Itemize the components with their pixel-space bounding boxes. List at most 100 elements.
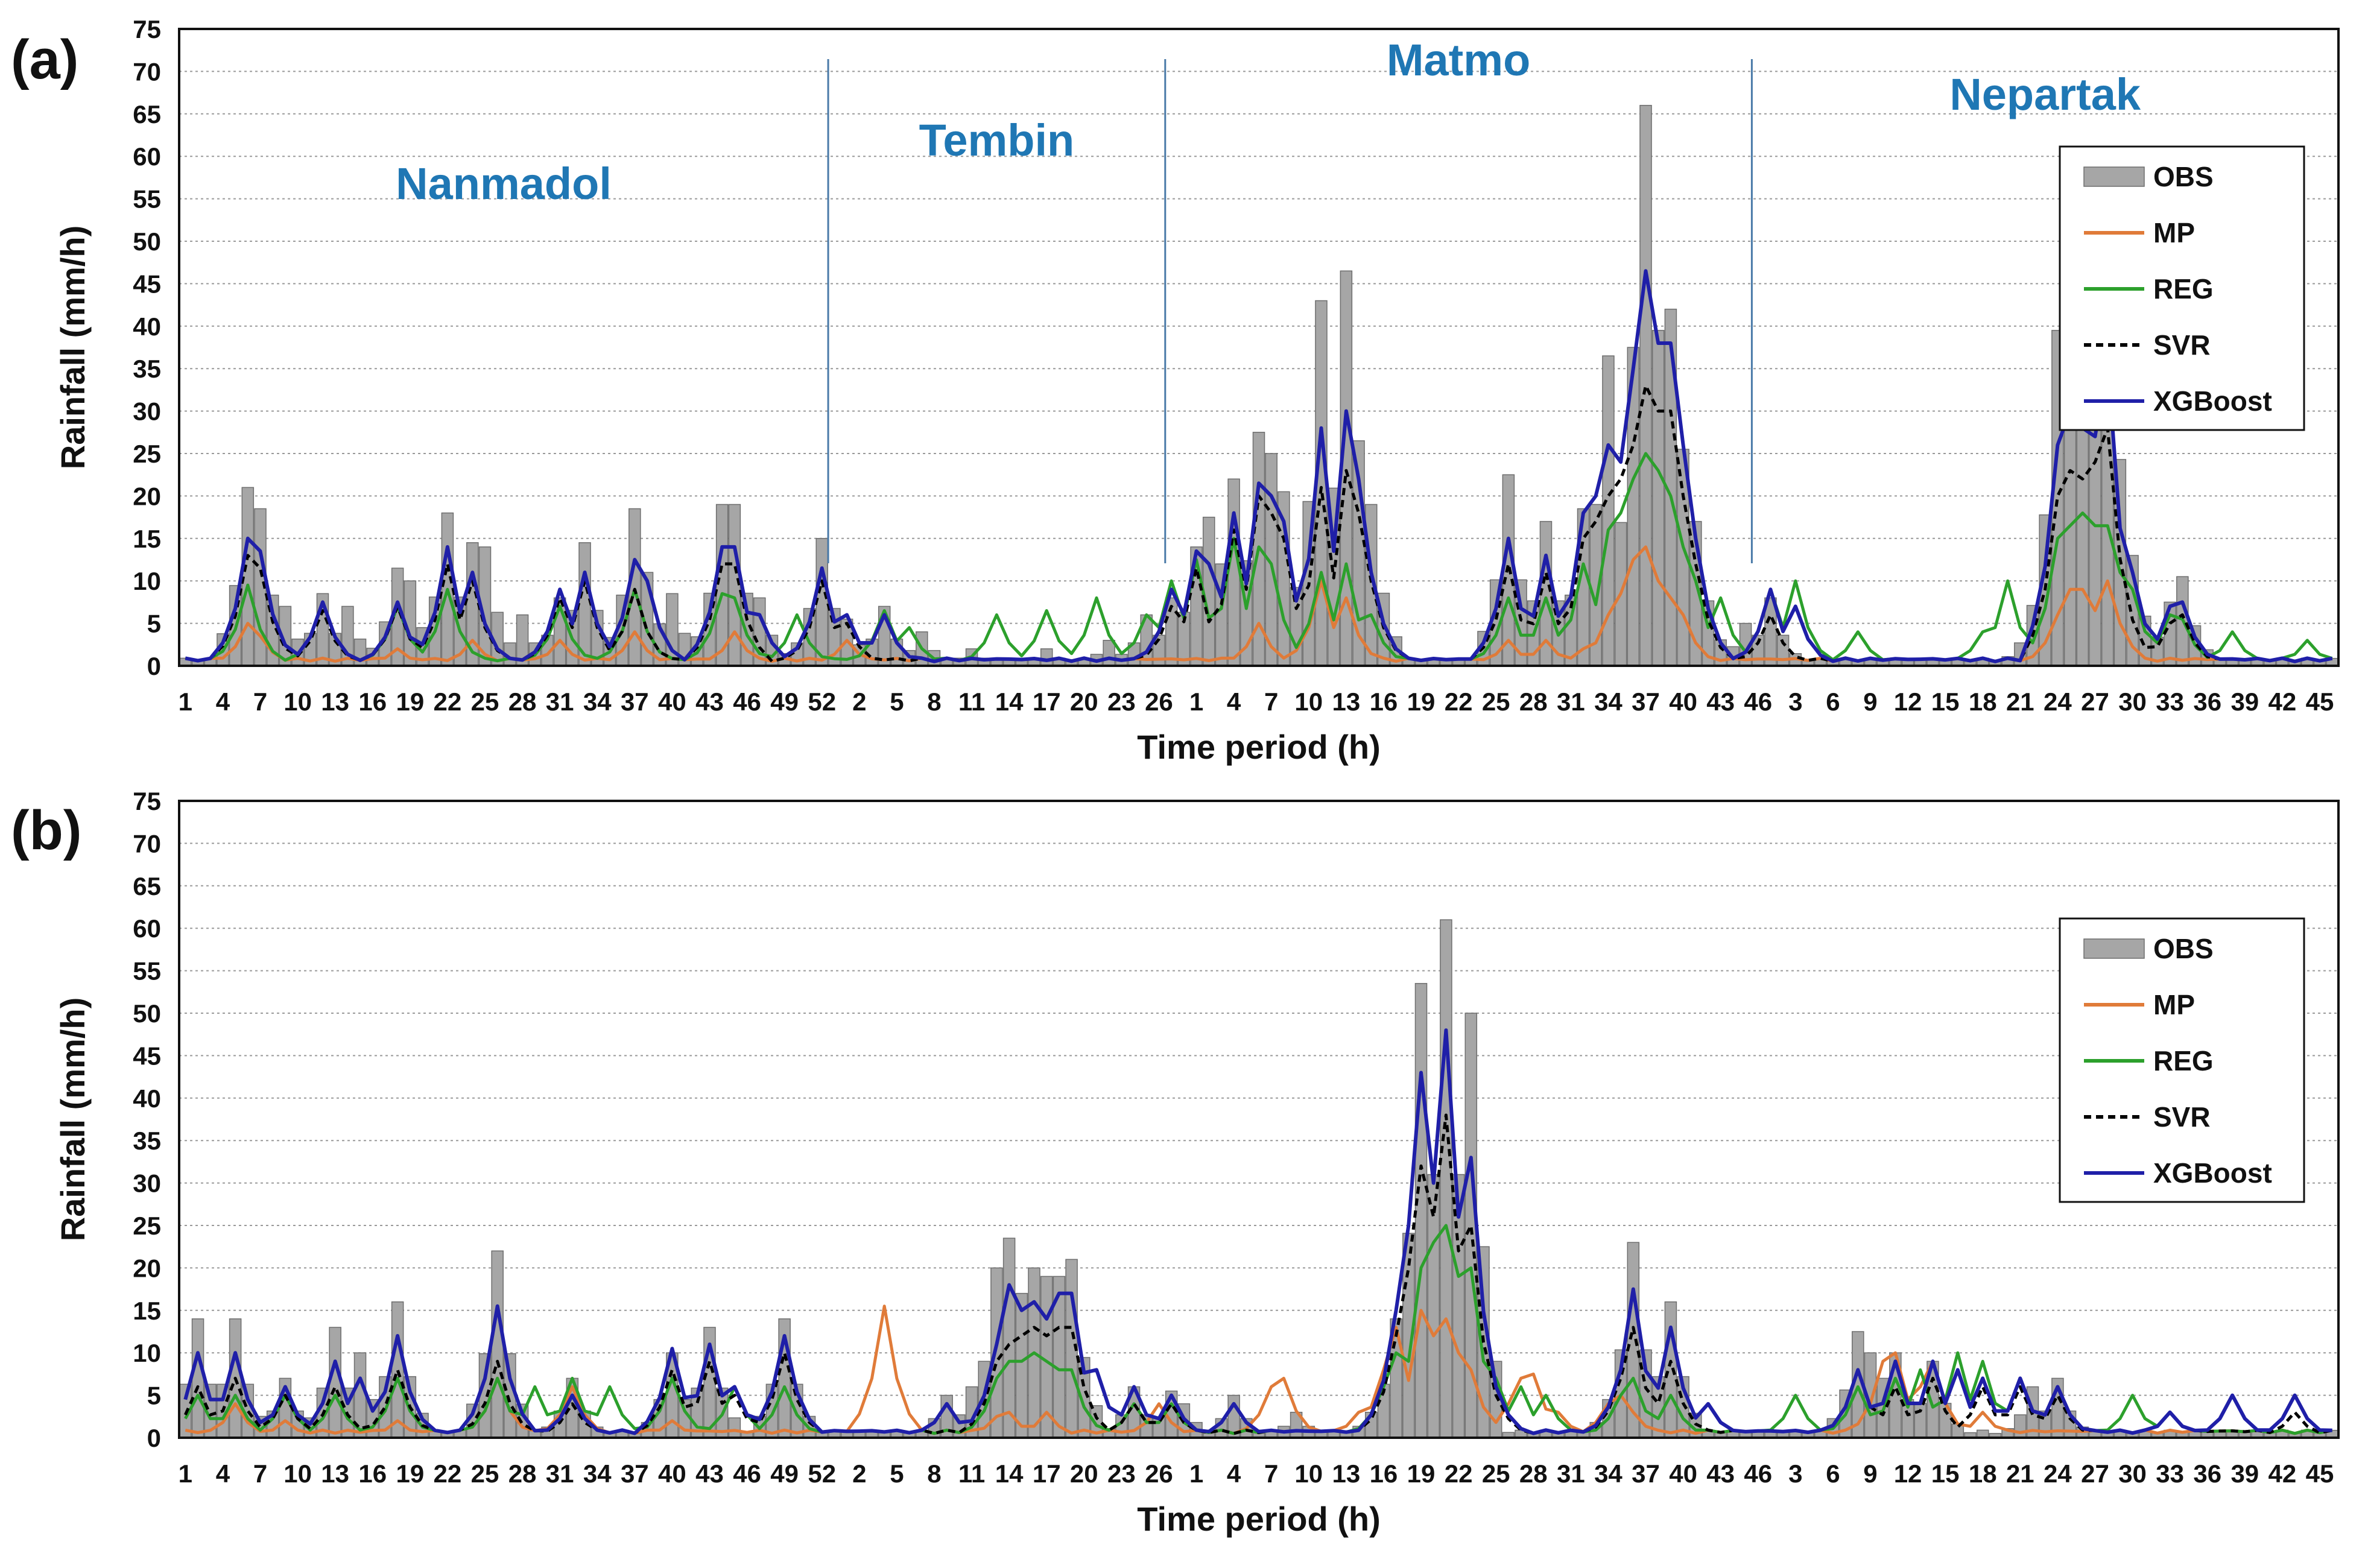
panel-a-x-axis-title: Time period (h) <box>1137 728 1380 766</box>
panel-a-x-tick-label: 9 <box>1863 688 1877 716</box>
panel-a-label: (a) <box>11 29 78 90</box>
panel-a-x-tick-label: 5 <box>890 688 904 716</box>
panel-b-obs-bar <box>504 1353 516 1438</box>
panel-a-y-tick-label: 55 <box>133 185 161 213</box>
panel-b-obs-bar <box>1015 1292 1028 1438</box>
panel-b-x-tick-label: 24 <box>2044 1459 2072 1488</box>
panel-a-y-tick-label: 35 <box>133 355 161 383</box>
panel-a-plot-frame <box>178 28 2340 667</box>
panel-a-legend-swatch-obs <box>2083 166 2145 187</box>
panel-b-x-tick-label: 37 <box>1632 1459 1660 1488</box>
panel-b-x-tick-label: 27 <box>2081 1459 2109 1488</box>
panel-b-x-tick-label: 28 <box>508 1459 537 1488</box>
panel-b-obs-bar <box>391 1301 404 1438</box>
panel-b-obs-bar <box>1414 982 1428 1438</box>
panel-b-x-tick-label: 4 <box>216 1459 230 1488</box>
panel-b-x-tick-label: 45 <box>2306 1459 2334 1488</box>
panel-a-y-axis-title: Rainfall (mm/h) <box>54 226 92 469</box>
panel-a-obs-bar <box>1639 104 1652 666</box>
panel-a-x-tick-label: 13 <box>321 688 349 716</box>
panel-b-x-tick-label: 23 <box>1107 1459 1136 1488</box>
panel-a-x-tick-label: 22 <box>1445 688 1473 716</box>
panel-a-reg-line <box>185 452 2333 663</box>
panel-a-legend-label-xgboost: XGBoost <box>2153 385 2272 417</box>
panel-a-x-tick-label: 34 <box>583 688 612 716</box>
panel-b-x-tick-label: 39 <box>2230 1459 2259 1488</box>
panel-b-x-tick-label: 13 <box>321 1459 349 1488</box>
panel-a-x-tick-label: 14 <box>995 688 1024 716</box>
panel-a-obs-bar <box>715 504 729 666</box>
panel-a-x-tick-label: 6 <box>1826 688 1840 716</box>
panel-a-x-tick-label: 45 <box>2306 688 2334 716</box>
panel-a-legend-label-obs: OBS <box>2153 161 2214 192</box>
panel-b-plot-frame <box>178 800 2340 1439</box>
panel-b-obs-bar <box>728 1417 741 1438</box>
panel-a-legend-label-mp: MP <box>2153 217 2195 248</box>
panel-b-y-tick-label: 65 <box>133 872 161 900</box>
panel-a-y-tick-label: 65 <box>133 100 161 128</box>
panel-b-obs-bar <box>491 1250 504 1438</box>
panel-b-x-tick-label: 40 <box>658 1459 686 1488</box>
panel-b-x-tick-label: 7 <box>253 1459 267 1488</box>
panel-a-x-tick-label: 4 <box>1227 688 1241 716</box>
panel-b-y-tick-label: 10 <box>133 1339 161 1367</box>
panel-a-x-tick-label: 26 <box>1145 688 1173 716</box>
panel-b-x-tick-label: 46 <box>1744 1459 1772 1488</box>
panel-b-y-tick-label: 30 <box>133 1169 161 1198</box>
panel-b-obs-bar <box>990 1267 1003 1438</box>
panel-a-xgboost-line <box>185 269 2333 663</box>
panel-b-x-tick-label: 18 <box>1969 1459 1997 1488</box>
panel-a-x-tick-label: 20 <box>1070 688 1098 716</box>
panel-b-obs-bar <box>329 1327 341 1438</box>
panel-b-x-tick-label: 34 <box>1594 1459 1623 1488</box>
panel-b-x-tick-label: 40 <box>1669 1459 1697 1488</box>
panel-b-y-tick-label: 55 <box>133 957 161 985</box>
panel-b-y-tick-label: 60 <box>133 914 161 943</box>
panel-a-x-tick-label: 18 <box>1969 688 1997 716</box>
panel-b-obs-bar <box>478 1353 492 1438</box>
panel-b-x-tick-label: 2 <box>852 1459 866 1488</box>
panel-b-x-tick-label: 20 <box>1070 1459 1098 1488</box>
panel-a-x-tick-label: 27 <box>2081 688 2109 716</box>
panel-a-x-tick-label: 19 <box>1407 688 1436 716</box>
panel-b-y-tick-label: 45 <box>133 1042 161 1070</box>
panel-b-x-tick-label: 46 <box>733 1459 761 1488</box>
storm-name-matmo: Matmo <box>1387 35 1530 85</box>
panel-a-x-tick-label: 37 <box>1632 688 1660 716</box>
panel-a-x-tick-label: 2 <box>852 688 866 716</box>
panel-a-obs-bar <box>815 538 828 666</box>
panel-a-x-tick-label: 31 <box>546 688 574 716</box>
panel-a-x-tick-label: 43 <box>695 688 724 716</box>
panel-a-y-tick-label: 60 <box>133 142 161 171</box>
panel-b-y-tick-label: 75 <box>133 787 161 815</box>
panel-b-obs-bar <box>1440 919 1452 1438</box>
panel-a-x-tick-label: 19 <box>396 688 424 716</box>
panel-b-legend-label-xgboost: XGBoost <box>2153 1157 2272 1189</box>
panel-a-x-tick-label: 15 <box>1931 688 1960 716</box>
panel-a-x-tick-label: 3 <box>1788 688 1802 716</box>
panel-a-obs-bar <box>1103 640 1115 666</box>
panel-b-legend-label-reg: REG <box>2153 1045 2214 1076</box>
panel-b-y-tick-label: 5 <box>147 1382 161 1410</box>
panel-b-x-tick-label: 42 <box>2268 1459 2297 1488</box>
panel-a-x-tick-label: 46 <box>733 688 761 716</box>
storm-name-nepartak: Nepartak <box>1949 69 2141 119</box>
panel-a-x-tick-label: 7 <box>253 688 267 716</box>
panel-a-obs-bar <box>1651 330 1665 666</box>
panel-b-x-tick-label: 11 <box>958 1459 985 1488</box>
panel-b-y-tick-label: 50 <box>133 999 161 1028</box>
panel-b-label: (b) <box>11 800 81 861</box>
panel-a-x-tick-label: 8 <box>927 688 941 716</box>
panel-b-x-tick-label: 3 <box>1788 1459 1802 1488</box>
panel-b-x-tick-label: 43 <box>1706 1459 1735 1488</box>
panel-a-x-tick-label: 11 <box>958 688 985 716</box>
panel-a-x-tick-label: 25 <box>1482 688 1510 716</box>
panel-a-y-tick-label: 25 <box>133 440 161 468</box>
panel-a-y-tick-label: 30 <box>133 397 161 426</box>
panel-a-x-tick-label: 22 <box>434 688 462 716</box>
panel-a-y-tick-label: 40 <box>133 312 161 341</box>
panel-b-x-tick-label: 14 <box>995 1459 1024 1488</box>
panel-a-obs-bar <box>1040 648 1053 666</box>
panel-b-x-tick-label: 16 <box>1370 1459 1398 1488</box>
